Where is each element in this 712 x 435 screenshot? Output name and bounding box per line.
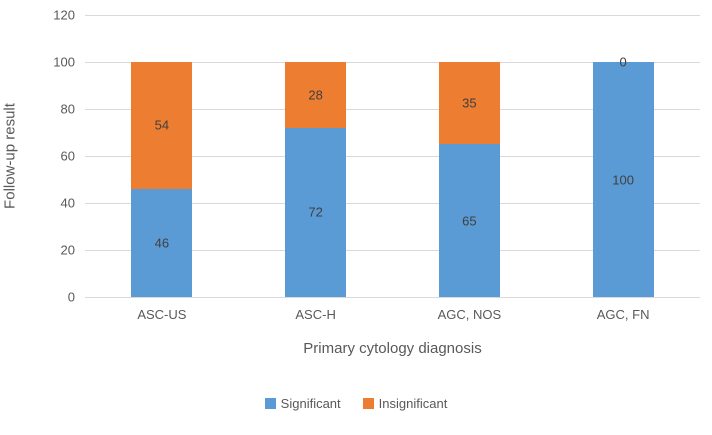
bar-segment-label: 46 (154, 235, 170, 251)
bar-segment (285, 62, 347, 128)
legend-item: Insignificant (362, 396, 448, 411)
gridline (85, 156, 700, 157)
x-axis-title: Primary cytology diagnosis (303, 340, 482, 357)
bar-segment-label: 72 (308, 204, 323, 220)
bar-segment (438, 144, 500, 297)
bar-segment-label: 65 (462, 213, 477, 229)
y-tick-label: 40 (60, 195, 75, 211)
y-tick-label: 80 (60, 101, 75, 117)
bar-segment (131, 188, 193, 297)
bar-segment (438, 62, 500, 145)
x-category-label: ASC-H (295, 307, 336, 322)
bar-segment-label: 100 (612, 172, 634, 187)
gridline (85, 15, 700, 16)
bar-segment-label: 35 (462, 95, 477, 111)
legend-swatch (264, 398, 276, 409)
x-category-label: AGC, NOS (437, 307, 502, 322)
gridline (85, 203, 700, 204)
y-tick-label: 60 (60, 148, 75, 164)
x-category-label: AGC, FN (596, 307, 650, 322)
plot-area: 0 20 40 60 80 100 120 46 54 ASC-US 72 28 ASC-H 65 35 AG… (53, 8, 700, 322)
legend-item: Significant (264, 396, 341, 411)
x-category-label: ASC-US (137, 307, 187, 322)
bar-segment (131, 62, 193, 189)
bar-segment (592, 62, 654, 297)
y-tick-label: 0 (67, 289, 75, 305)
y-tick-label: 100 (53, 54, 75, 70)
y-axis-title: Follow-up result (1, 103, 19, 209)
bar-segment (285, 127, 347, 297)
gridline (85, 250, 700, 251)
legend-label: Significant (280, 396, 341, 411)
bar-segment-label: 28 (308, 87, 323, 103)
gridline (85, 109, 700, 110)
y-tick-label: 20 (60, 242, 75, 258)
legend-label: Insignificant (378, 396, 448, 411)
gridline (85, 62, 700, 63)
gridline (85, 297, 700, 298)
legend: Significant Insignificant (0, 396, 712, 411)
bar-segment-label: 0 (619, 54, 627, 70)
bar-segment-label: 54 (154, 117, 170, 133)
y-tick-label: 120 (53, 7, 75, 23)
legend-swatch (362, 398, 374, 409)
